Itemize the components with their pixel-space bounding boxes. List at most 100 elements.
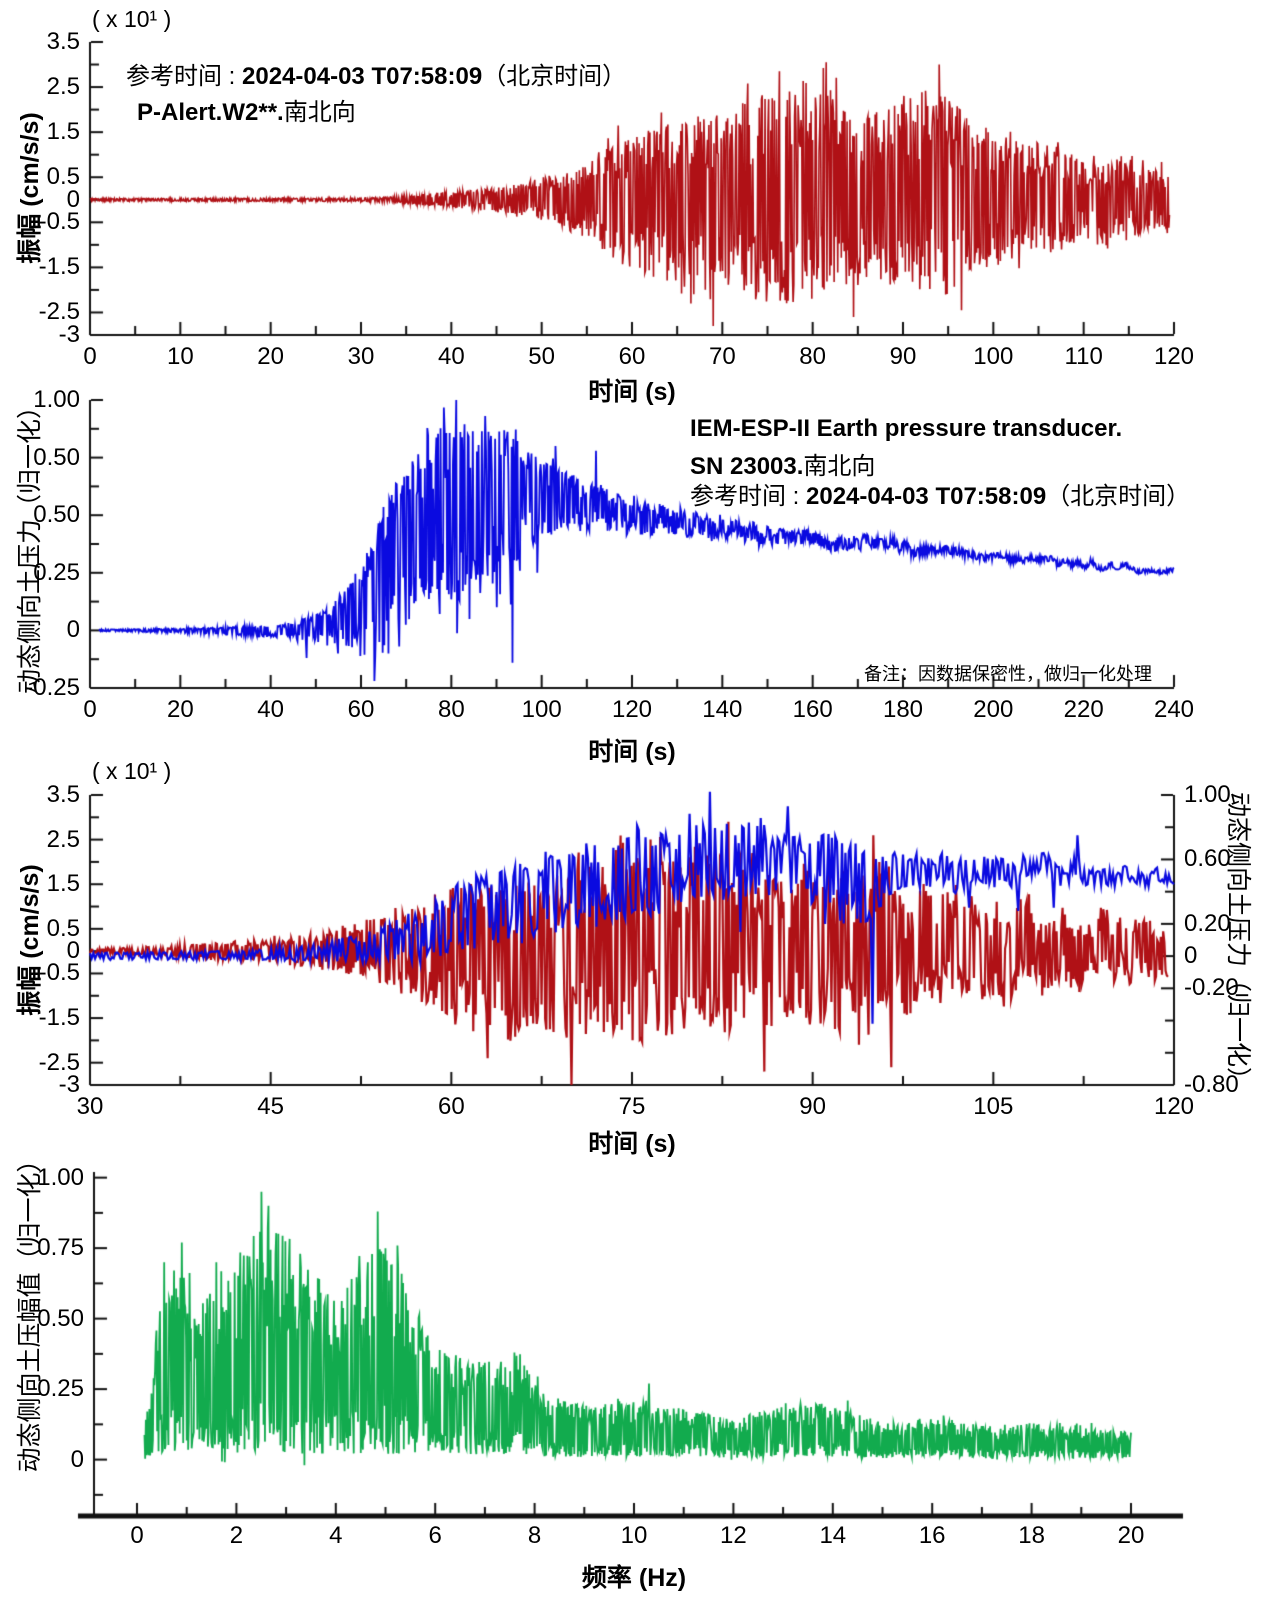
chart1-reference-time-annotation: 参考时间 : 2024-04-03 T07:58:09（北京时间）	[126, 56, 626, 91]
y-tick-label: -3	[58, 321, 80, 348]
x-tick-label: 50	[528, 343, 556, 370]
chart4-x-axis-label: 频率 (Hz)	[581, 1564, 687, 1592]
chart1-x-axis-label: 时间 (s)	[588, 378, 676, 406]
chart2-confidentiality-note: 备注：因数据保密性，做归一化处理	[864, 664, 1152, 684]
chart1-y-axis-label: 振幅 (cm/s/s)	[16, 112, 44, 264]
x-tick-label: 180	[882, 696, 924, 723]
chart3-scale-note: ( x 10¹ )	[92, 758, 172, 784]
x-tick-label: 75	[618, 1093, 646, 1120]
x-tick-label: 20	[166, 696, 194, 723]
ref-time: 2024-04-03 T07:58:09	[806, 483, 1047, 510]
ref-suffix: （北京时间）	[482, 63, 627, 90]
y-tick-label: -3	[58, 1071, 80, 1098]
x-tick-label: 120	[1153, 1093, 1195, 1120]
component-label: 南北向	[283, 99, 356, 126]
x-tick-label: 12	[720, 1522, 747, 1549]
y-tick-label: 0	[66, 937, 80, 965]
x-tick-label: 90	[799, 1093, 827, 1120]
x-tick-label: 80	[799, 343, 827, 370]
y-tick-label: 0	[66, 616, 80, 644]
x-tick-label: 20	[1117, 1522, 1145, 1549]
x-tick-label: 0	[83, 696, 97, 723]
serial-number: SN 23003.	[690, 453, 804, 480]
chart2-reference-time-annotation: 参考时间 : 2024-04-03 T07:58:09（北京时间）	[690, 476, 1190, 511]
chart2-x-axis-label: 时间 (s)	[588, 738, 676, 766]
y-tick-label: 3.5	[46, 781, 80, 808]
y-tick-label: -0.5	[38, 208, 80, 236]
x-tick-label: 60	[347, 696, 375, 723]
chart1-station-annotation: P-Alert.W2**.南北向	[137, 92, 356, 127]
x-tick-label: 18	[1018, 1522, 1045, 1549]
ref-time: 2024-04-03 T07:58:09	[242, 63, 483, 90]
y-tick-label: 1.00	[37, 1163, 84, 1191]
y-tick-label: 0.25	[33, 558, 80, 586]
chart1-scale-note: ( x 10¹ )	[92, 6, 172, 32]
y-tick-label: -2.5	[38, 1048, 80, 1076]
x-tick-label: 60	[618, 343, 646, 370]
x-tick-label: 4	[329, 1522, 343, 1549]
y2-tick-label: 0.20	[1184, 909, 1231, 937]
x-tick-label: 10	[166, 343, 194, 370]
y2-tick-label: -0.20	[1184, 974, 1239, 1002]
y-tick-label: 0.50	[33, 443, 80, 471]
x-tick-label: 20	[257, 343, 285, 370]
x-tick-label: 140	[702, 696, 743, 723]
x-tick-label: 16	[918, 1522, 946, 1549]
ref-suffix: （北京时间）	[1046, 483, 1191, 510]
x-tick-label: 60	[437, 1093, 465, 1120]
y-tick-label: -2.5	[38, 298, 80, 326]
x-tick-label: 100	[973, 343, 1014, 370]
chart2-device-annotation: IEM-ESP-II Earth pressure transducer.	[690, 415, 1122, 443]
chart3-y2-axis-label: 动态侧向土压力（归一化）	[1224, 791, 1252, 1093]
x-tick-label: 90	[889, 343, 917, 370]
x-tick-label: 8	[527, 1522, 542, 1549]
x-tick-label: 70	[708, 343, 736, 370]
chart3-x-axis-label: 时间 (s)	[588, 1130, 676, 1158]
y-tick-label: 1.5	[46, 870, 80, 898]
x-tick-label: 40	[437, 343, 465, 370]
station-id: P-Alert.W2**.	[137, 99, 284, 126]
y-tick-label: 1.00	[33, 386, 80, 413]
y-tick-label: 3.5	[46, 28, 80, 55]
ref-prefix: 参考时间 :	[126, 63, 243, 90]
device-name: IEM-ESP-II Earth pressure transducer.	[690, 415, 1123, 442]
y-tick-label: 0.25	[37, 1375, 84, 1403]
y-tick-label: -1.5	[38, 1004, 80, 1032]
y2-tick-label: -0.80	[1184, 1071, 1239, 1098]
x-tick-label: 80	[437, 696, 465, 723]
y2-tick-label: 0	[1184, 942, 1198, 970]
x-tick-label: 110	[1064, 343, 1103, 370]
x-tick-label: 120	[1153, 343, 1195, 370]
x-tick-label: 45	[257, 1093, 285, 1120]
x-tick-label: 30	[76, 1093, 104, 1120]
x-tick-label: 2	[229, 1522, 244, 1549]
x-tick-label: 30	[347, 343, 375, 370]
chart2-y-axis-label: 动态侧向土压力（归一化）	[16, 393, 44, 695]
x-tick-label: 14	[819, 1522, 847, 1549]
y-tick-label: 2.5	[46, 825, 80, 853]
x-tick-label: 160	[792, 696, 833, 723]
y-tick-label: 0	[66, 185, 80, 213]
y-tick-label: 0.75	[37, 1234, 84, 1262]
component-label: 南北向	[803, 453, 876, 480]
chart3-y-axis-label: 振幅 (cm/s/s)	[16, 864, 44, 1016]
x-tick-label: 200	[973, 696, 1014, 723]
x-tick-label: 240	[1153, 696, 1195, 723]
x-tick-label: 120	[611, 696, 653, 723]
x-tick-label: 100	[521, 696, 562, 723]
y2-tick-label: 0.60	[1184, 845, 1231, 873]
y-tick-label: 0.50	[37, 1304, 84, 1332]
y-tick-label: 0.5	[46, 163, 80, 191]
x-tick-label: 40	[257, 696, 285, 723]
x-tick-label: 0	[83, 343, 97, 370]
chart2-serial-annotation: SN 23003.南北向	[690, 446, 875, 481]
y-tick-label: -0.25	[25, 674, 80, 701]
x-tick-label: 220	[1063, 696, 1104, 723]
x-tick-label: 10	[620, 1522, 648, 1549]
x-tick-label: 105	[973, 1093, 1014, 1120]
y-tick-label: -1.5	[38, 253, 80, 281]
y-tick-label: 1.5	[46, 118, 80, 146]
y-tick-label: 0.50	[33, 501, 80, 529]
